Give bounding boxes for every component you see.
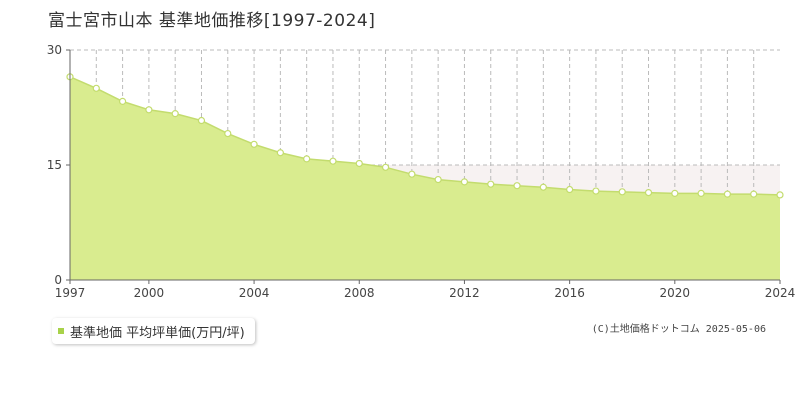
x-tick-label: 2024 [765, 286, 796, 300]
chart-title: 富士宮市山本 基準地価推移[1997-2024] [48, 11, 376, 31]
data-point-2021 [697, 189, 705, 197]
data-point-2022 [723, 190, 732, 198]
x-axis-ticks: 1997 2000 2004 2008 2012 2016 2020 2024 [55, 280, 796, 300]
series-line [69, 76, 781, 196]
data-point-2006 [303, 155, 311, 163]
data-point-2016 [566, 185, 574, 194]
data-point-2019 [644, 189, 653, 197]
data-point-2014 [513, 182, 521, 190]
data-point-2004 [250, 140, 258, 148]
data-point-2015 [539, 183, 547, 191]
horizontal-gridlines [70, 49, 780, 166]
data-point-1998 [92, 84, 100, 92]
legend: 基準地価 平均坪単価(万円/坪) [52, 318, 255, 344]
y-tick-label: 0 [54, 273, 62, 287]
y-axis-ticks: 0 15 30 [47, 43, 70, 287]
legend-swatch [58, 328, 64, 334]
data-point-2005 [276, 149, 284, 157]
x-tick-label: 2020 [660, 286, 691, 300]
data-point-2009 [381, 163, 390, 171]
data-point-2013 [487, 180, 495, 188]
y-tick-label: 30 [47, 43, 62, 57]
x-tick-label: 2000 [134, 286, 165, 300]
data-point-2020 [671, 189, 679, 197]
x-tick-label: 2008 [344, 286, 375, 300]
data-point-2007 [329, 157, 337, 165]
x-tick-label: 2012 [449, 286, 480, 300]
legend-label: 基準地価 平均坪単価(万円/坪) [70, 325, 245, 341]
data-point-2001 [171, 110, 179, 118]
data-point-2010 [408, 170, 416, 178]
x-tick-label: 2004 [239, 286, 270, 300]
data-point-2002 [197, 116, 206, 125]
series-area-fill [70, 76, 780, 280]
data-point-2024 [776, 191, 784, 199]
data-point-2008 [355, 159, 363, 168]
data-point-2012 [460, 178, 469, 186]
data-point-2003 [224, 129, 232, 138]
data-point-1999 [118, 97, 127, 105]
data-point-2017 [592, 187, 600, 195]
x-tick-label: 2016 [554, 286, 585, 300]
data-point-2023 [750, 190, 758, 198]
data-point-2011 [434, 175, 442, 184]
data-point-2000 [145, 106, 153, 114]
data-point-2018 [618, 188, 626, 196]
copyright-text: (C)土地価格ドットコム 2025-05-06 [591, 324, 766, 335]
y-tick-label: 15 [47, 158, 62, 172]
x-tick-label: 1997 [55, 286, 86, 300]
